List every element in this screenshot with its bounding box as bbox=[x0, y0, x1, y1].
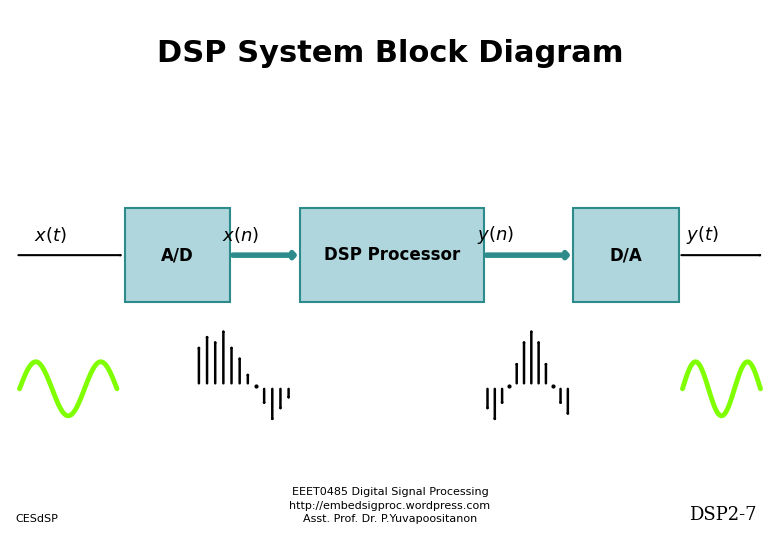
Text: DSP System Block Diagram: DSP System Block Diagram bbox=[157, 39, 623, 69]
Text: $y(t)$: $y(t)$ bbox=[686, 224, 718, 246]
FancyBboxPatch shape bbox=[125, 208, 230, 302]
Text: EEET0485 Digital Signal Processing
http://embedsigproc.wordpress.com
Asst. Prof.: EEET0485 Digital Signal Processing http:… bbox=[289, 488, 491, 524]
Text: $x(n)$: $x(n)$ bbox=[222, 225, 259, 245]
Text: DSP Processor: DSP Processor bbox=[324, 246, 460, 264]
Text: DSP2-7: DSP2-7 bbox=[689, 506, 757, 524]
FancyBboxPatch shape bbox=[300, 208, 484, 302]
Text: $y(n)$: $y(n)$ bbox=[477, 224, 514, 246]
Text: A/D: A/D bbox=[161, 246, 193, 264]
Text: $x(t)$: $x(t)$ bbox=[34, 225, 67, 245]
FancyBboxPatch shape bbox=[573, 208, 679, 302]
Text: D/A: D/A bbox=[610, 246, 642, 264]
Text: CESdSP: CESdSP bbox=[16, 514, 58, 524]
